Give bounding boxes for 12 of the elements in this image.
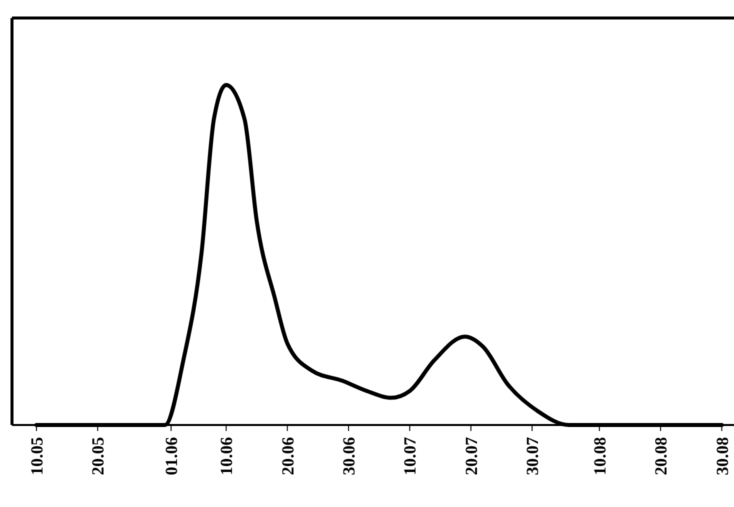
x-tick-label: 30.07 — [523, 436, 542, 476]
x-tick-label: 10.07 — [400, 436, 420, 476]
x-tick-label: 30.08 — [712, 437, 732, 476]
x-tick-label: 01.06 — [162, 437, 182, 476]
x-tick-label: 10.06 — [217, 437, 236, 476]
x-tick-label: 10.05 — [27, 437, 46, 476]
x-tick-label: 30.06 — [340, 437, 359, 476]
x-tick-label: 10.08 — [590, 437, 610, 476]
x-tick-label: 20.05 — [88, 437, 108, 476]
x-tick-label: 20.08 — [652, 437, 671, 476]
x-tick-label: 20.06 — [278, 437, 298, 476]
x-tick-label: 20.07 — [462, 436, 481, 476]
